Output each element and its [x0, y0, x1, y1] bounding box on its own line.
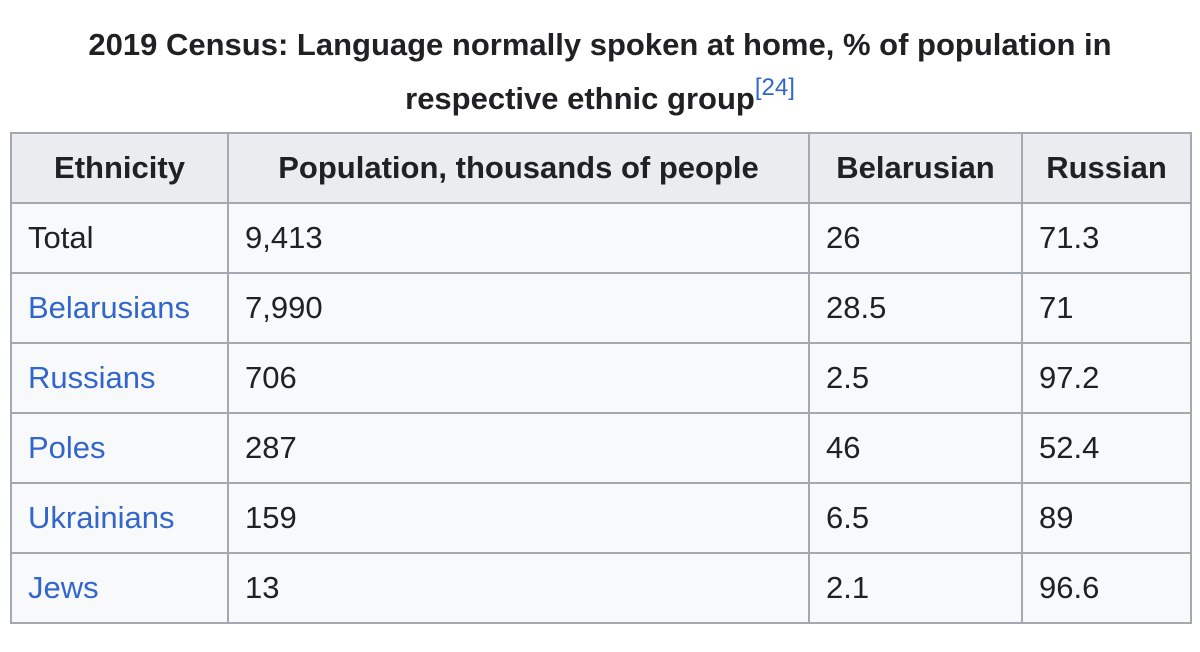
ethnicity-cell: Total — [10, 202, 229, 274]
data-cell: 89 — [1021, 482, 1192, 554]
data-cell: 96.6 — [1021, 552, 1192, 624]
reference-link[interactable]: [24] — [754, 74, 795, 101]
ethnicity-link[interactable]: Russians — [28, 360, 156, 395]
column-header: Russian — [1021, 132, 1192, 204]
data-cell: 71.3 — [1021, 202, 1192, 274]
ethnicity-link[interactable]: Poles — [28, 430, 106, 465]
data-cell: 2.1 — [808, 552, 1023, 624]
data-cell: 287 — [227, 412, 810, 484]
ethnicity-link[interactable]: Ukrainians — [28, 500, 175, 535]
data-cell: 9,413 — [227, 202, 810, 274]
table-body: Total 9,413 26 71.3 Belarusians 7,990 28.5 71 Ru… — [10, 202, 1192, 624]
table-caption: 2019 Census: Language normally spoken at… — [10, 18, 1190, 126]
caption-title: 2019 Census: Language normally spoken at… — [88, 27, 1112, 116]
data-cell: 52.4 — [1021, 412, 1192, 484]
data-cell: 26 — [808, 202, 1023, 274]
column-header: Ethnicity — [10, 132, 229, 204]
header-row: Ethnicity Population, thousands of people… — [10, 132, 1192, 204]
table-row: Jews 13 2.1 96.6 — [10, 552, 1192, 624]
data-cell: 6.5 — [808, 482, 1023, 554]
column-header: Population, thousands of people — [227, 132, 810, 204]
ethnicity-text: Total — [28, 220, 94, 255]
ethnicity-link[interactable]: Belarusians — [28, 290, 190, 325]
table-row: Ukrainians 159 6.5 89 — [10, 482, 1192, 554]
ethnicity-cell: Poles — [10, 412, 229, 484]
ethnicity-cell: Russians — [10, 342, 229, 414]
data-cell: 46 — [808, 412, 1023, 484]
data-cell: 71 — [1021, 272, 1192, 344]
data-cell: 97.2 — [1021, 342, 1192, 414]
data-cell: 13 — [227, 552, 810, 624]
data-cell: 159 — [227, 482, 810, 554]
data-cell: 2.5 — [808, 342, 1023, 414]
ethnicity-cell: Jews — [10, 552, 229, 624]
data-cell: 7,990 — [227, 272, 810, 344]
ethnicity-cell: Ukrainians — [10, 482, 229, 554]
column-header: Belarusian — [808, 132, 1023, 204]
table-row: Poles 287 46 52.4 — [10, 412, 1192, 484]
census-table: Ethnicity Population, thousands of people… — [10, 132, 1192, 624]
ethnicity-link[interactable]: Jews — [28, 570, 99, 605]
ethnicity-cell: Belarusians — [10, 272, 229, 344]
table-row: Russians 706 2.5 97.2 — [10, 342, 1192, 414]
data-cell: 28.5 — [808, 272, 1023, 344]
table-header: Ethnicity Population, thousands of people… — [10, 132, 1192, 204]
table-row: Belarusians 7,990 28.5 71 — [10, 272, 1192, 344]
table-row: Total 9,413 26 71.3 — [10, 202, 1192, 274]
data-cell: 706 — [227, 342, 810, 414]
